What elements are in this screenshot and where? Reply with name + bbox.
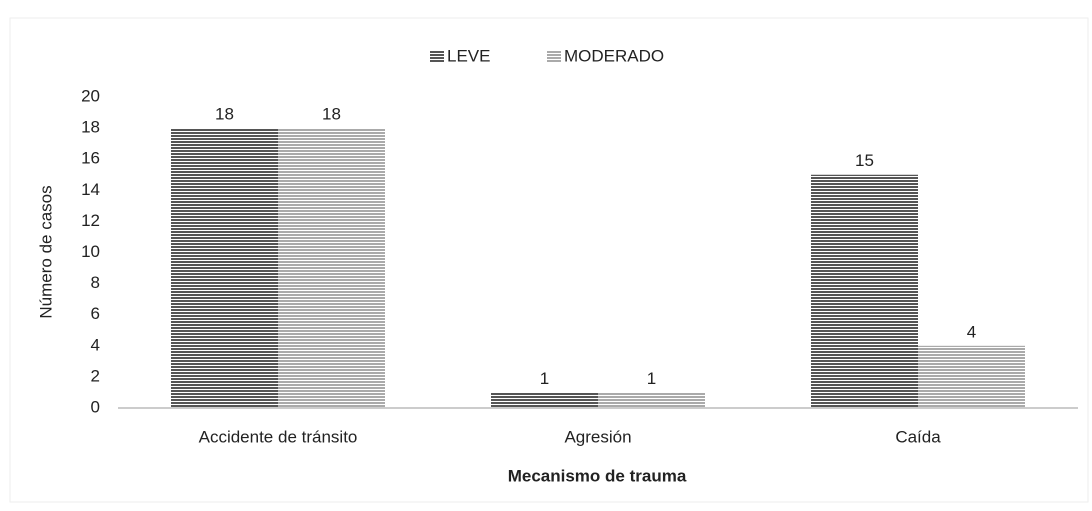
y-tick-label: 6 [91,304,100,323]
y-tick-label: 16 [81,149,100,168]
legend-label: MODERADO [564,46,664,65]
legend-swatch [547,50,561,63]
y-tick-label: 10 [81,242,100,261]
value-label: 18 [322,105,341,124]
value-label: 1 [540,369,549,388]
value-label: 15 [855,151,874,170]
chart-border [9,17,1089,503]
x-tick-label: Agresión [564,427,631,446]
y-tick-label: 2 [91,366,100,385]
x-axis-label: Mecanismo de trauma [508,466,687,485]
bar [598,392,705,408]
bar [491,392,598,408]
value-label: 18 [215,105,234,124]
x-tick-label: Accidente de tránsito [199,427,358,446]
y-tick-label: 8 [91,273,100,292]
value-label: 4 [967,322,976,341]
y-tick-label: 4 [91,335,100,354]
bar [171,128,278,408]
bar [918,345,1025,408]
legend-swatch [430,50,444,63]
y-tick-label: 12 [81,211,100,230]
y-tick-label: 18 [81,118,100,137]
y-axis-label: Número de casos [36,185,55,318]
y-tick-label: 0 [91,397,100,416]
x-tick-label: Caída [895,427,941,446]
y-tick-label: 14 [81,180,100,199]
bar [278,128,385,408]
y-tick-label: 20 [81,86,100,105]
value-label: 1 [647,369,656,388]
bar [811,174,918,408]
legend-label: LEVE [447,46,490,65]
